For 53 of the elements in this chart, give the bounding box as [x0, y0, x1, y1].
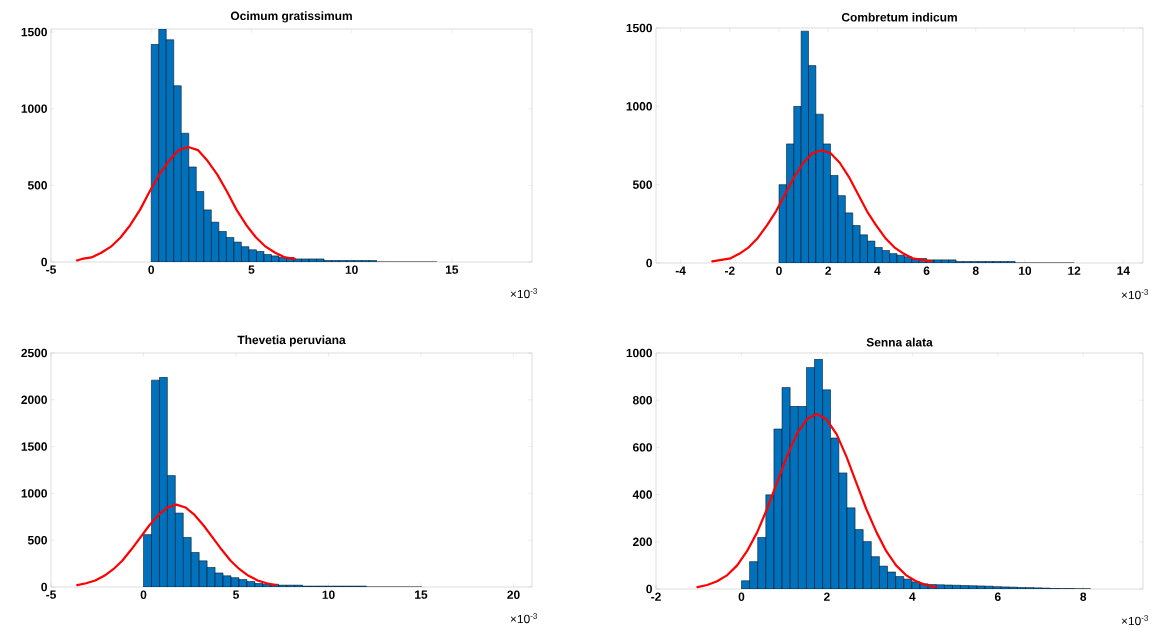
y-tick-label: 0: [41, 582, 47, 592]
x-tick-label: -5: [46, 590, 56, 599]
chart-title: Combretum indicum: [841, 12, 957, 22]
x-tick-label: 10: [322, 590, 335, 599]
x-tick-label: -2: [724, 266, 735, 275]
x-tick-label: 15: [415, 590, 428, 599]
y-tick-label: 1500: [626, 23, 652, 33]
y-tick-label: 600: [632, 443, 652, 452]
x-tick-label: 5: [233, 590, 239, 599]
y-tick-label: 2500: [21, 348, 47, 358]
y-tick-label: 1000: [626, 102, 652, 111]
x-tick-label: 0: [148, 265, 155, 274]
y-tick-label: 2000: [21, 395, 47, 405]
y-tick-label: 1500: [21, 442, 47, 451]
x-tick-label: 8: [1080, 592, 1087, 601]
x-tick-label: 2: [823, 592, 830, 601]
x-tick-label: 10: [345, 265, 358, 274]
x-tick-label: 0: [738, 592, 745, 601]
y-tick-label: 1000: [21, 489, 47, 498]
text: ×10$^{-3}$: [510, 613, 537, 624]
y-tick-label: 1000: [626, 348, 652, 358]
x-tick-label: 14: [1117, 266, 1130, 275]
y-tick-label: 1000: [21, 104, 47, 113]
x-tick-label: 8: [972, 266, 979, 275]
x-tick-label: 10: [1019, 266, 1032, 275]
chart-title: Thevetia peruviana: [237, 335, 346, 347]
x-tick-label: 0: [140, 590, 147, 599]
x-tick-label: 6: [994, 592, 1001, 601]
x-tick-label: -5: [46, 265, 56, 274]
x-tick-label: 4: [874, 266, 881, 275]
y-tick-label: 500: [632, 180, 652, 189]
x-tick-label: 4: [909, 592, 916, 601]
y-tick-label: 0: [41, 257, 47, 267]
y-tick-label: 500: [27, 535, 47, 545]
x-tick-label: 6: [923, 266, 930, 275]
chart-title: Senna alata: [866, 337, 933, 347]
x-tick-label: 0: [776, 266, 782, 275]
chart-title: Ocimum gratissimum: [230, 11, 352, 23]
y-tick-label: 1500: [21, 27, 47, 37]
y-tick-label: 200: [632, 537, 652, 547]
text: ×10$^{-3}$: [1121, 615, 1148, 626]
x-tick-label: -4: [675, 266, 686, 275]
x-tick-label: -2: [651, 592, 661, 601]
x-tick-label: 15: [445, 265, 459, 274]
text: ×10$^{-3}$: [510, 288, 537, 299]
y-tick-label: 800: [632, 395, 652, 405]
x-tick-label: 20: [507, 590, 520, 599]
text: ×10$^{-3}$: [1121, 289, 1148, 300]
x-tick-label: 2: [825, 266, 832, 275]
x-tick-label: 12: [1068, 266, 1081, 275]
y-tick-label: 500: [27, 181, 47, 190]
x-tick-label: 5: [248, 265, 255, 274]
y-tick-label: 400: [632, 490, 652, 499]
